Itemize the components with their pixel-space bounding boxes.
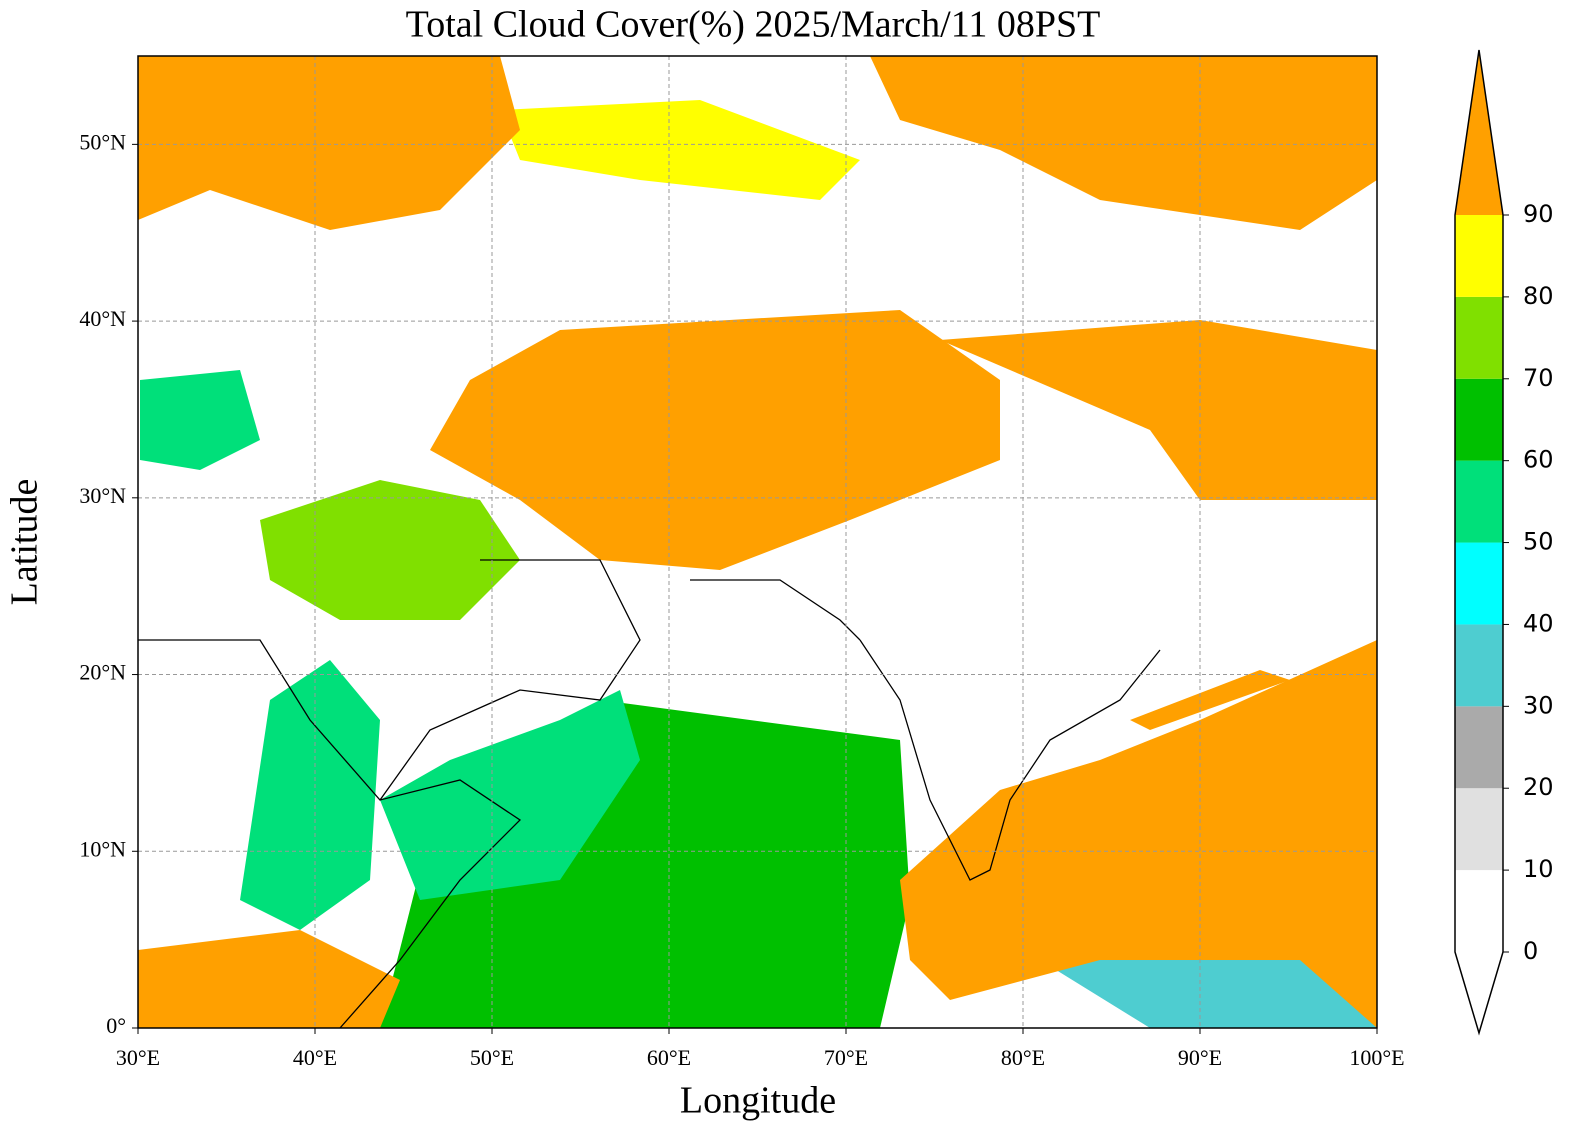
colorbar-under xyxy=(1455,952,1503,1033)
y-tick-label: 20°N xyxy=(79,660,126,685)
y-tick-label: 10°N xyxy=(79,836,126,861)
x-tick-label: 70°E xyxy=(824,1045,868,1070)
colorbar-tick-label: 70 xyxy=(1523,364,1554,392)
cloud-area xyxy=(1130,670,1290,730)
cloud-area xyxy=(138,56,520,230)
colorbar-segment xyxy=(1455,296,1503,379)
x-tick-label: 80°E xyxy=(1001,1045,1045,1070)
colorbar: 0 10 20 30 40 50 60 70 80 90 xyxy=(1454,49,1554,1036)
cloud-area xyxy=(870,56,1377,230)
cloud-area xyxy=(380,700,910,1028)
colorbar-tick-label: 60 xyxy=(1523,446,1554,474)
plot-frame xyxy=(137,55,1378,1029)
colorbar-over xyxy=(1455,50,1503,215)
x-tick-label: 30°E xyxy=(116,1045,160,1070)
x-tick-label: 40°E xyxy=(293,1045,337,1070)
colorbar-segment xyxy=(1455,624,1503,707)
colorbar-tick-label: 40 xyxy=(1523,609,1554,637)
cloud-area xyxy=(260,480,520,620)
colorbar-segment xyxy=(1455,542,1503,625)
colorbar-segment xyxy=(1455,870,1503,952)
colorbar-tick-label: 90 xyxy=(1523,200,1554,228)
coastline xyxy=(690,579,861,641)
y-tick-label: 50°N xyxy=(79,129,126,154)
coastline xyxy=(138,639,522,1029)
x-tick-label: 50°E xyxy=(470,1045,514,1070)
cloud-area xyxy=(900,640,1377,1028)
colorbar-tick-label: 50 xyxy=(1523,528,1554,556)
y-tick-label: 30°N xyxy=(79,483,126,508)
cloud-area xyxy=(500,100,860,200)
colorbar-tick-label: 80 xyxy=(1523,282,1554,310)
cloud-area xyxy=(140,370,260,470)
cloud-area xyxy=(380,690,640,900)
coastline xyxy=(379,559,641,801)
colorbar-segment xyxy=(1455,788,1503,871)
coastline xyxy=(859,639,1161,881)
x-axis-label: Longitude xyxy=(680,1080,836,1122)
y-tick-label: 40°N xyxy=(79,306,126,331)
cloud-area xyxy=(940,320,1377,500)
colorbar-tick-label: 20 xyxy=(1523,773,1554,801)
colorbar-tick-label: 0 xyxy=(1523,937,1538,965)
colorbar-tick-label: 10 xyxy=(1523,855,1554,883)
cloud-area xyxy=(240,660,380,930)
x-tick-label: 100°E xyxy=(1349,1045,1404,1070)
y-tick-label: 0° xyxy=(106,1013,126,1038)
colorbar-tick-label: 30 xyxy=(1523,691,1554,719)
cloud-area xyxy=(138,930,400,1028)
x-tick-label: 90°E xyxy=(1178,1045,1222,1070)
colorbar-segment xyxy=(1455,378,1503,461)
colorbar-segment xyxy=(1455,215,1503,297)
colorbar-segment xyxy=(1455,460,1503,543)
y-axis-label: Latitude xyxy=(4,479,46,606)
colorbar-segment xyxy=(1455,706,1503,789)
cloud-field xyxy=(138,56,1377,1029)
cloud-area xyxy=(430,310,1000,570)
title: Total Cloud Cover(%) 2025/March/11 08PST xyxy=(406,4,1101,46)
x-tick-label: 60°E xyxy=(647,1045,691,1070)
